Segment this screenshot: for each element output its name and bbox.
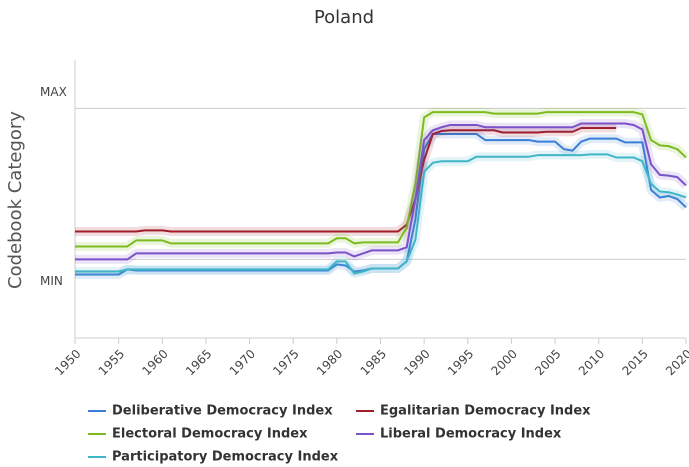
x-tick-label: 2010 [576, 347, 607, 378]
y-tick-label: MIN [40, 274, 63, 288]
legend-item: Electoral Democracy Index [88, 427, 308, 442]
legend-label: Egalitarian Democracy Index [380, 404, 591, 419]
x-tick-label: 1970 [227, 347, 258, 378]
line [75, 122, 687, 261]
legend-label: Electoral Democracy Index [112, 427, 308, 442]
x-tick-label: 1955 [96, 347, 127, 378]
legend-item: Deliberative Democracy Index [88, 404, 333, 419]
x-tick-label: 1975 [270, 347, 301, 378]
legend-label: Liberal Democracy Index [380, 427, 562, 442]
legend-item: Liberal Democracy Index [356, 427, 562, 442]
legend-label: Participatory Democracy Index [112, 450, 339, 465]
chart-title: Poland [314, 7, 374, 28]
y-axis-title: Codebook Category [5, 111, 26, 289]
x-tick-label: 2015 [619, 347, 650, 378]
y-tick-label: MAX [40, 85, 67, 99]
line [75, 111, 687, 248]
x-tick-label: 1965 [183, 347, 214, 378]
legend-item: Participatory Democracy Index [88, 450, 339, 465]
x-tick-label: 1995 [445, 347, 476, 378]
legend-item: Egalitarian Democracy Index [356, 404, 591, 419]
line [75, 153, 687, 275]
line [75, 126, 617, 233]
x-tick-label: 1960 [139, 347, 170, 378]
x-tick-label: 1985 [358, 347, 389, 378]
legend-label: Deliberative Democracy Index [112, 404, 333, 419]
x-tick-label: 1950 [52, 347, 83, 378]
x-tick-label: 2000 [489, 347, 520, 378]
x-tick-label: 1980 [314, 347, 345, 378]
x-tick-label: 2005 [532, 347, 563, 378]
x-tick-label: 1990 [401, 347, 432, 378]
x-tick-label: 2020 [663, 347, 689, 378]
